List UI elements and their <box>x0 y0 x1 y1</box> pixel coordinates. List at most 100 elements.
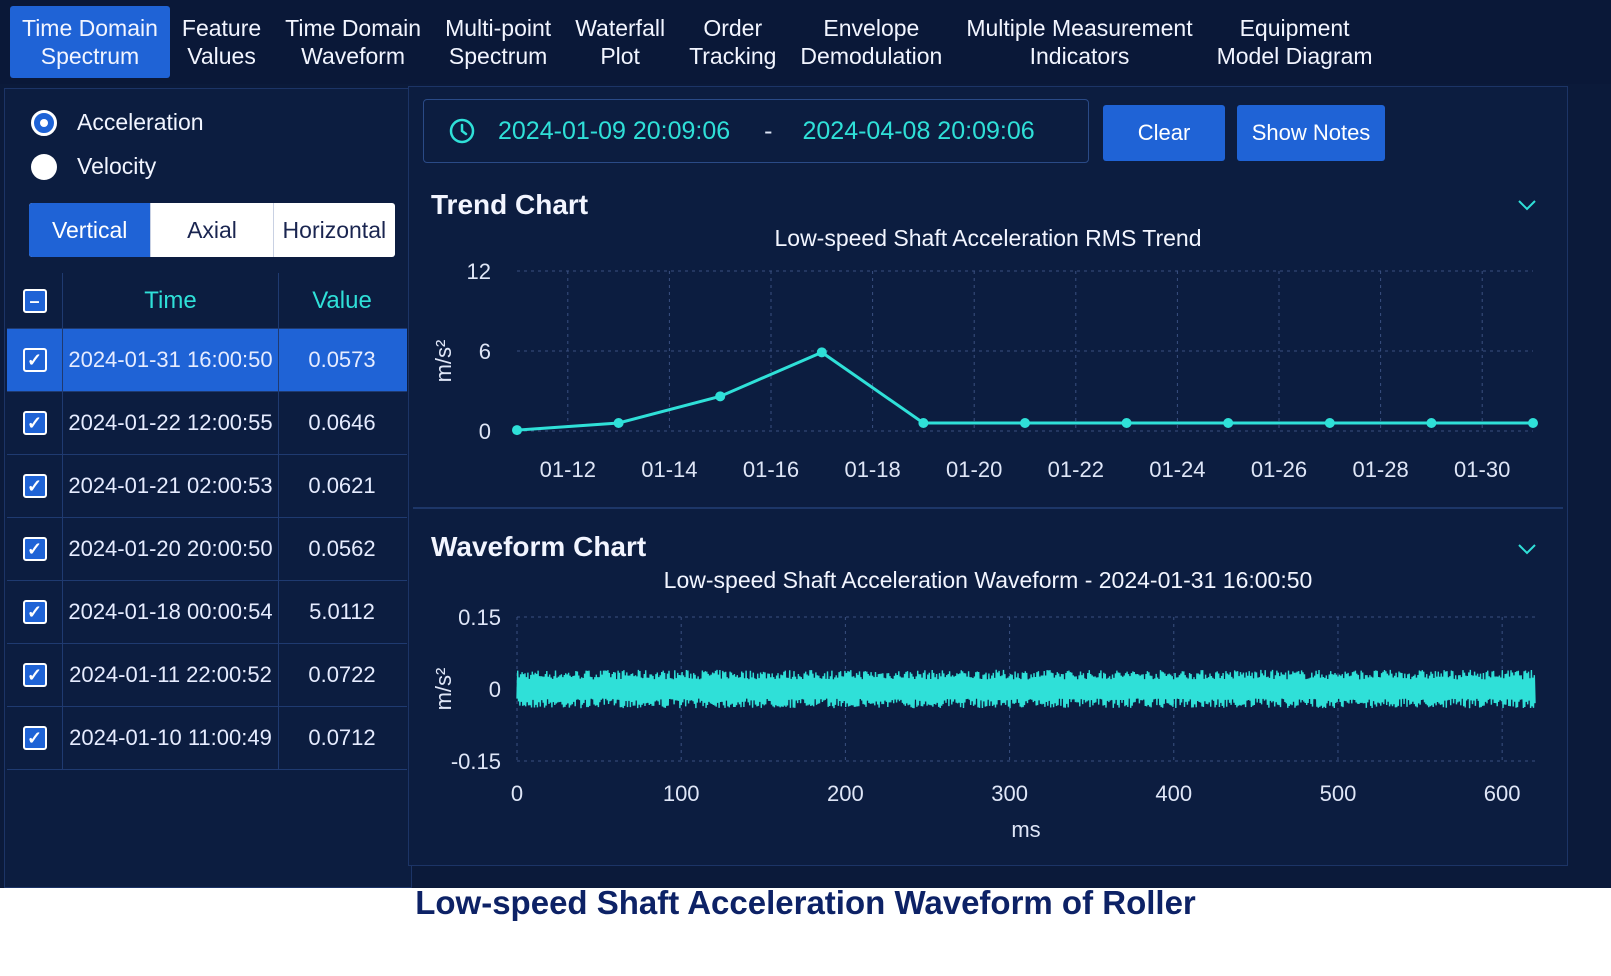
radio-acceleration-indicator[interactable] <box>31 109 57 136</box>
radio-velocity[interactable]: Velocity <box>31 153 156 180</box>
top-tab-bar: Time Domain Spectrum Feature Values Time D… <box>0 0 1611 84</box>
row-value: 0.0722 <box>308 662 376 687</box>
wave-x-tick-label: 100 <box>663 781 700 806</box>
date-separator: - <box>764 116 773 145</box>
table-header-row: – Time Value <box>7 273 407 329</box>
row-checkbox[interactable]: ✓ <box>22 411 47 435</box>
waveform-collapse-chevron-icon[interactable] <box>1517 539 1537 559</box>
row-value: 0.0646 <box>308 410 376 435</box>
trend-data-point <box>1223 418 1234 428</box>
waveform-chart: 0.15 0 -0.15 0 100 200 300 400 500 600 m/s² ms <box>431 605 1536 842</box>
trend-x-tick-label: 01-30 <box>1454 457 1510 482</box>
waveform-chart-title: Low-speed Shaft Acceleration Waveform - … <box>663 567 1313 593</box>
row-time: 2024-01-18 00:00:54 <box>63 581 279 643</box>
trend-data-point <box>816 347 827 358</box>
wave-x-tick-label: 400 <box>1155 781 1192 806</box>
date-range-picker[interactable]: 2024-01-09 20:09:06 - 2024-04-08 20:09:0… <box>423 99 1089 163</box>
radio-acceleration[interactable]: Acceleration <box>31 109 204 136</box>
start-date[interactable]: 2024-01-09 20:09:06 <box>498 116 731 145</box>
waveform-section-title: Waveform Chart <box>431 531 647 562</box>
trend-data-point <box>918 418 929 428</box>
row-time: 2024-01-31 16:00:50 <box>63 329 279 391</box>
row-checkbox[interactable]: ✓ <box>22 726 47 750</box>
row-value: 0.0562 <box>308 536 376 561</box>
tab-multiple-measurement-indicators[interactable]: Multiple Measurement Indicators <box>966 15 1193 69</box>
row-checkbox[interactable]: ✓ <box>22 348 47 372</box>
trend-y-tick-label: 0 <box>479 419 491 444</box>
select-all-checkbox[interactable]: – <box>22 288 47 313</box>
trend-chart-title: Low-speed Shaft Acceleration RMS Trend <box>774 225 1202 251</box>
tab-feature-values[interactable]: Feature Values <box>181 15 262 69</box>
figure-caption: Low-speed Shaft Acceleration Waveform of… <box>415 884 1196 921</box>
trend-x-tick-label: 01-22 <box>1048 457 1104 482</box>
wave-x-tick-label: 300 <box>991 781 1028 806</box>
trend-data-point <box>715 391 726 402</box>
table-row[interactable]: ✓ 2024-01-22 12:00:55 0.0646 <box>7 392 407 455</box>
wave-x-axis-label: ms <box>1011 817 1040 842</box>
table-row[interactable]: ✓ 2024-01-21 02:00:53 0.0621 <box>7 455 407 518</box>
right-panel: 2024-01-09 20:09:06 - 2024-04-08 20:09:0… <box>408 86 1568 866</box>
wave-x-tick-label: 200 <box>827 781 864 806</box>
direction-vertical-button[interactable]: Vertical <box>29 203 152 257</box>
tab-time-domain-spectrum[interactable]: Time Domain Spectrum <box>10 6 170 78</box>
table-row[interactable]: ✓ 2024-01-10 11:00:49 0.0712 <box>7 707 407 770</box>
trend-x-tick-label: 01-26 <box>1251 457 1307 482</box>
tab-envelope-demodulation[interactable]: Envelope Demodulation <box>800 15 943 69</box>
table-row[interactable]: ✓ 2024-01-20 20:00:50 0.0562 <box>7 518 407 581</box>
trend-x-tick-label: 01-24 <box>1149 457 1205 482</box>
time-column-header: Time <box>63 273 279 328</box>
tab-order-tracking[interactable]: Order Tracking <box>689 15 777 69</box>
end-date[interactable]: 2024-04-08 20:09:06 <box>802 116 1035 145</box>
tab-equipment-model-diagram[interactable]: Equipment Model Diagram <box>1216 15 1373 69</box>
row-value: 0.0621 <box>308 473 376 498</box>
trend-x-tick-label: 01-14 <box>641 457 697 482</box>
row-checkbox[interactable]: ✓ <box>22 474 47 498</box>
radio-velocity-indicator[interactable] <box>31 153 57 180</box>
row-value: 0.0712 <box>308 725 376 750</box>
left-panel: Acceleration Velocity Vertical Axial Hor… <box>4 88 412 888</box>
wave-y-tick-label: 0.15 <box>458 605 501 630</box>
radio-acceleration-label: Acceleration <box>77 109 204 135</box>
direction-horizontal-button[interactable]: Horizontal <box>282 216 387 243</box>
row-time: 2024-01-11 22:00:52 <box>63 644 279 706</box>
wave-x-tick-label: 0 <box>511 781 523 806</box>
trend-data-point <box>1528 418 1538 428</box>
row-checkbox[interactable]: ✓ <box>22 537 47 561</box>
section-divider <box>413 507 1563 509</box>
table-row[interactable]: ✓ 2024-01-11 22:00:52 0.0722 <box>7 644 407 707</box>
trend-x-tick-label: 01-12 <box>540 457 596 482</box>
wave-x-tick-label: 600 <box>1484 781 1521 806</box>
clear-button[interactable]: Clear <box>1103 105 1225 161</box>
radio-velocity-label: Velocity <box>77 153 157 179</box>
row-time: 2024-01-10 11:00:49 <box>63 707 279 769</box>
tab-multi-point-spectrum[interactable]: Multi-point Spectrum <box>445 15 552 69</box>
trend-x-tick-label: 01-16 <box>743 457 799 482</box>
wave-y-axis-label: m/s² <box>431 668 456 711</box>
wave-y-tick-label: 0 <box>489 677 501 702</box>
value-column-header: Value <box>312 286 372 314</box>
row-checkbox[interactable]: ✓ <box>22 600 47 624</box>
trend-data-point <box>1324 418 1335 428</box>
direction-segmented-control: Vertical Axial Horizontal <box>29 203 395 257</box>
trend-y-tick-label: 6 <box>479 339 491 364</box>
show-notes-button[interactable]: Show Notes <box>1237 105 1385 161</box>
row-checkbox[interactable]: ✓ <box>22 663 47 687</box>
trend-collapse-chevron-icon[interactable] <box>1517 195 1537 215</box>
trend-y-tick-label: 12 <box>467 259 491 284</box>
measurement-table: – Time Value ✓ 2024-01-31 16:00:50 0.0573 ✓… <box>7 273 407 770</box>
tab-waterfall-plot[interactable]: Waterfall Plot <box>575 15 666 69</box>
tab-time-domain-waveform[interactable]: Time Domain Waveform <box>285 15 422 69</box>
direction-axial-button[interactable]: Axial <box>151 203 274 257</box>
row-value: 5.0112 <box>309 599 375 624</box>
row-time: 2024-01-20 20:00:50 <box>63 518 279 580</box>
trend-x-tick-label: 01-28 <box>1352 457 1408 482</box>
trend-data-point <box>613 418 624 428</box>
table-body: ✓ 2024-01-31 16:00:50 0.0573 ✓ 2024-01-22 12… <box>7 329 407 770</box>
table-row[interactable]: ✓ 2024-01-18 00:00:54 5.0112 <box>7 581 407 644</box>
wave-series-line <box>516 669 1536 709</box>
trend-chart: 12 6 0 01-12 01-14 01-16 01-18 01-20 01-22 01-24 0… <box>431 259 1538 482</box>
wave-x-tick-label: 500 <box>1320 781 1357 806</box>
clock-icon <box>449 118 475 144</box>
table-row[interactable]: ✓ 2024-01-31 16:00:50 0.0573 <box>7 329 407 392</box>
wave-y-tick-label: -0.15 <box>451 749 501 774</box>
